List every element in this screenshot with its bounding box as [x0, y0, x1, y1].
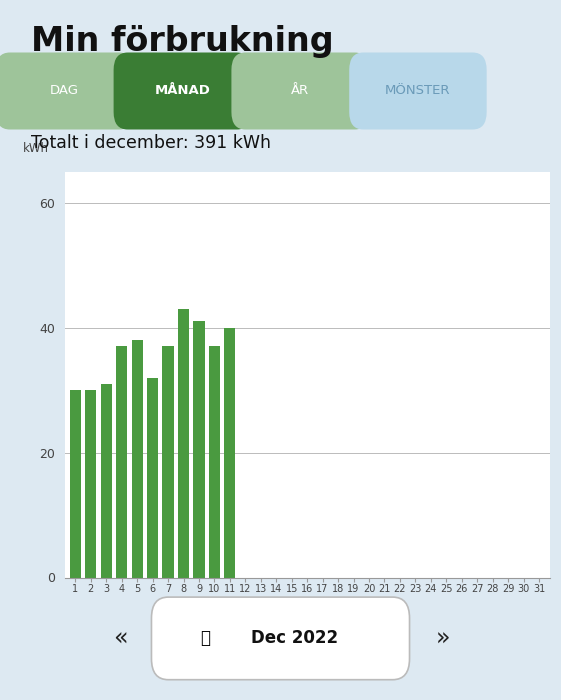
Bar: [178, 309, 189, 578]
Text: kWh: kWh: [23, 142, 49, 155]
Bar: [209, 346, 220, 578]
Bar: [116, 346, 127, 578]
Bar: [132, 340, 142, 578]
Bar: [163, 346, 173, 578]
Text: 📅: 📅: [200, 629, 210, 648]
Text: ÅR: ÅR: [291, 85, 309, 97]
Bar: [70, 390, 81, 578]
Text: MÖNSTER: MÖNSTER: [385, 85, 450, 97]
Bar: [85, 390, 96, 578]
Bar: [147, 377, 158, 578]
Text: Totalt i december: 391 kWh: Totalt i december: 391 kWh: [31, 134, 271, 153]
Text: «: «: [113, 626, 128, 650]
Text: MÅNAD: MÅNAD: [154, 85, 210, 97]
Text: DAG: DAG: [50, 85, 79, 97]
Text: »: »: [436, 626, 450, 650]
Bar: [194, 321, 205, 578]
Text: Min förbrukning: Min förbrukning: [31, 25, 333, 57]
Bar: [224, 328, 236, 578]
Bar: [100, 384, 112, 578]
Text: Dec 2022: Dec 2022: [251, 629, 338, 648]
